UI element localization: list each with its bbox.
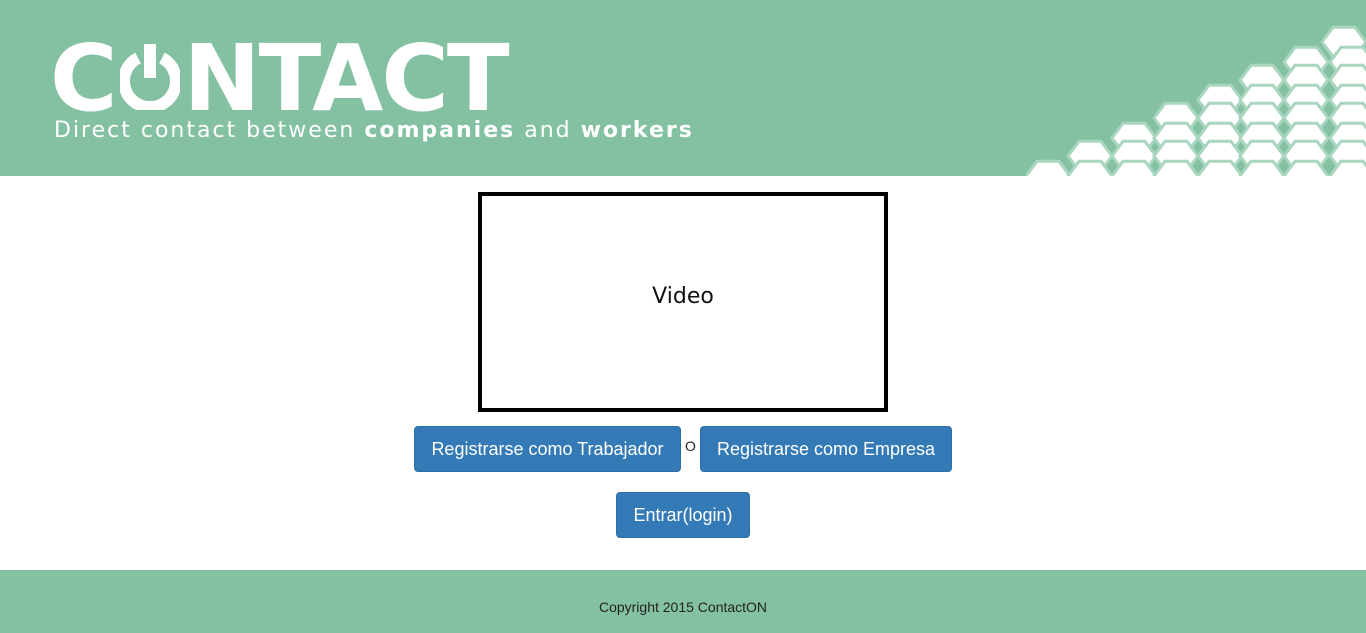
or-separator: O <box>685 438 696 454</box>
register-company-button[interactable]: Registrarse como Empresa <box>700 426 952 472</box>
hexagon-shape <box>1066 159 1114 176</box>
hexagon-shape <box>1110 159 1158 176</box>
hexagon-shape <box>1282 159 1330 176</box>
power-icon <box>119 44 180 110</box>
tagline-part: and <box>515 118 581 143</box>
logo-text-end: NTACT <box>183 25 510 132</box>
login-button[interactable]: Entrar(login) <box>616 492 750 538</box>
site-header: C NTACT Direct contact between companies … <box>0 0 1366 176</box>
hexagon-shape <box>1026 159 1072 176</box>
site-footer: Copyright 2015 ContactON <box>0 570 1366 633</box>
hexagon-pattern-decoration <box>1026 25 1366 176</box>
tagline-companies: companies <box>364 118 516 143</box>
hexagon-shape <box>1152 159 1200 176</box>
hexagon-shape <box>1238 159 1286 176</box>
register-worker-button[interactable]: Registrarse como Trabajador <box>414 426 681 472</box>
copyright-text: Copyright 2015 ContactON <box>598 599 768 615</box>
tagline: Direct contact between companies and wor… <box>54 118 694 143</box>
hexagon-shape <box>1328 159 1366 176</box>
contact-logo: C NTACT <box>50 33 510 125</box>
video-label: Video <box>652 284 714 309</box>
logo-text-start: C <box>50 25 118 132</box>
hexagon-shape <box>1196 159 1244 176</box>
video-placeholder[interactable]: Video <box>478 192 888 412</box>
tagline-workers: workers <box>580 118 694 143</box>
tagline-part: Direct contact between <box>54 118 365 143</box>
